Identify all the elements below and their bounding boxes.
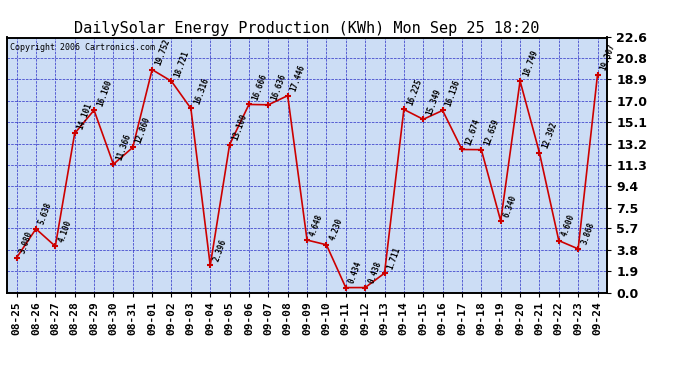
Text: 1.711: 1.711 <box>386 246 402 270</box>
Text: 13.100: 13.100 <box>231 113 249 142</box>
Text: 12.674: 12.674 <box>464 118 482 147</box>
Title: DailySolar Energy Production (KWh) Mon Sep 25 18:20: DailySolar Energy Production (KWh) Mon S… <box>75 21 540 36</box>
Text: 17.446: 17.446 <box>289 64 307 93</box>
Text: 16.636: 16.636 <box>270 73 288 102</box>
Text: 12.860: 12.860 <box>134 116 152 145</box>
Text: 0.434: 0.434 <box>347 260 364 285</box>
Text: 4.600: 4.600 <box>560 213 577 238</box>
Text: 15.349: 15.349 <box>424 87 442 117</box>
Text: 19.752: 19.752 <box>153 38 172 67</box>
Text: 4.230: 4.230 <box>328 217 344 242</box>
Text: Copyright 2006 Cartronics.com: Copyright 2006 Cartronics.com <box>10 43 155 52</box>
Text: 12.392: 12.392 <box>541 121 559 150</box>
Text: 16.316: 16.316 <box>193 76 210 106</box>
Text: 16.160: 16.160 <box>95 78 113 107</box>
Text: 16.136: 16.136 <box>444 78 462 108</box>
Text: 0.438: 0.438 <box>366 260 383 285</box>
Text: 19.307: 19.307 <box>599 43 617 72</box>
Text: 18.721: 18.721 <box>173 50 191 78</box>
Text: 6.340: 6.340 <box>502 194 518 218</box>
Text: 12.659: 12.659 <box>483 118 501 147</box>
Text: 4.648: 4.648 <box>308 213 325 237</box>
Text: 11.366: 11.366 <box>115 132 132 162</box>
Text: 3.868: 3.868 <box>580 221 596 246</box>
Text: 16.225: 16.225 <box>405 78 423 106</box>
Text: 4.100: 4.100 <box>57 219 73 243</box>
Text: 5.638: 5.638 <box>37 201 54 226</box>
Text: 2.396: 2.396 <box>212 238 228 263</box>
Text: 18.749: 18.749 <box>522 49 540 78</box>
Text: 3.080: 3.080 <box>18 230 34 255</box>
Text: 16.666: 16.666 <box>250 72 268 102</box>
Text: 14.101: 14.101 <box>76 102 94 130</box>
